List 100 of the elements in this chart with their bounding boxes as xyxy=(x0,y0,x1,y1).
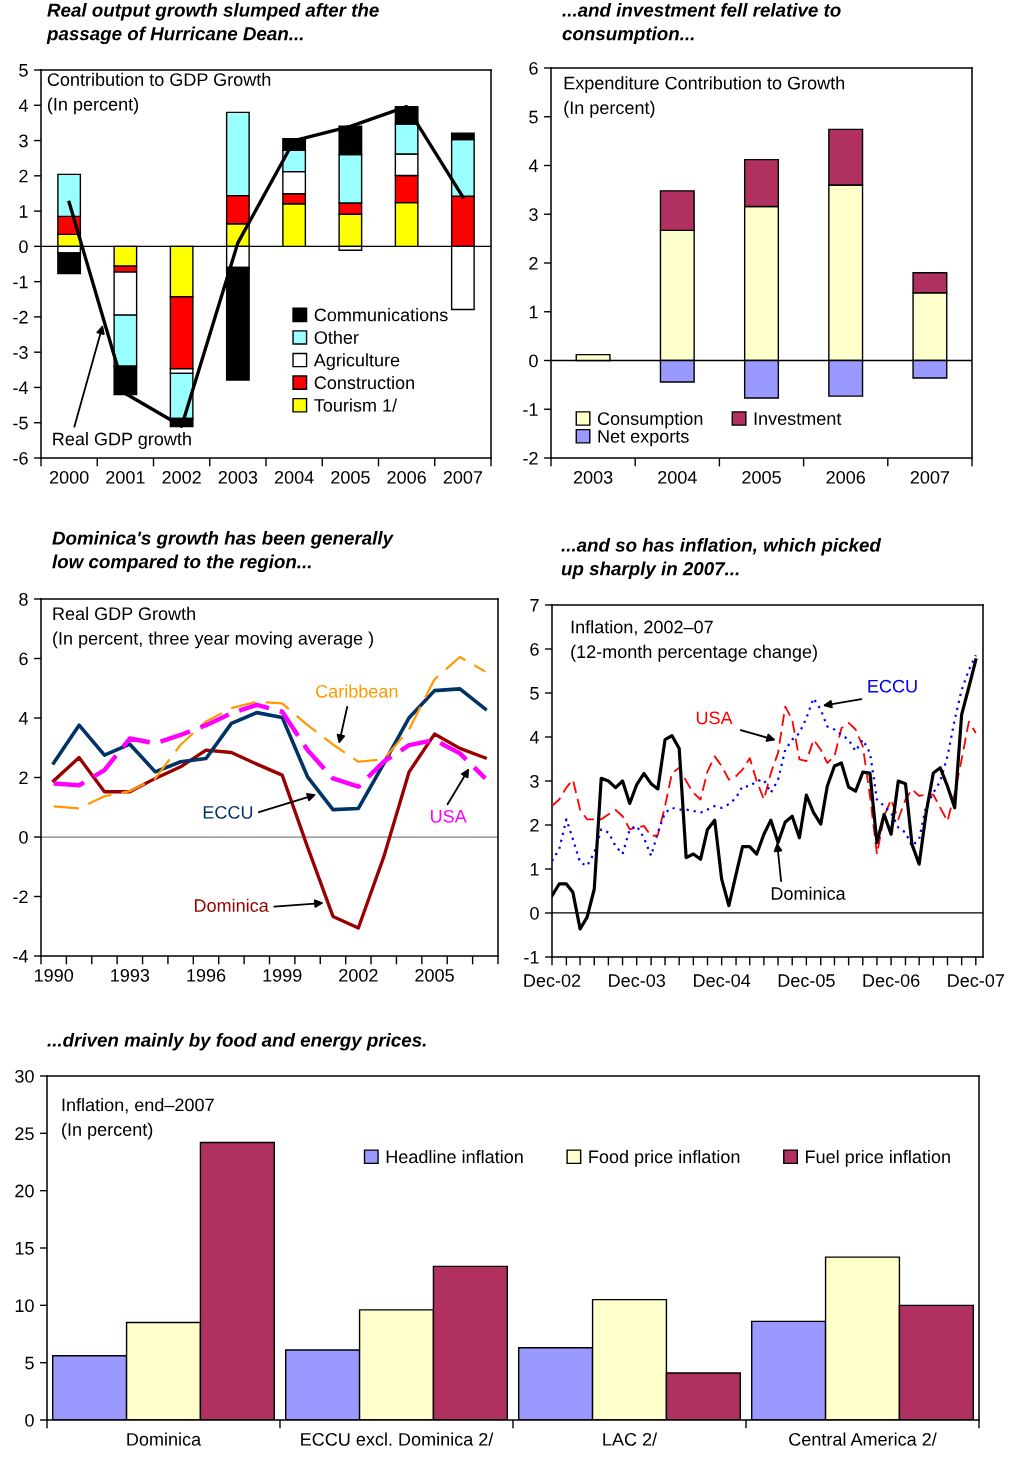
y-tick-label: -2 xyxy=(13,890,28,904)
y-tick-label: 30 xyxy=(15,1069,34,1083)
y-tick-label: 4 xyxy=(18,712,28,725)
legend-label: Net exports xyxy=(598,430,689,447)
legend-label: Tourism 1/ xyxy=(314,398,398,412)
x-tick-label: 1993 xyxy=(111,968,150,982)
y-tick-label: 7 xyxy=(530,599,539,612)
y-tick-label: -2 xyxy=(523,451,538,465)
y-tick-label: 0 xyxy=(529,354,538,368)
y-tick-label: 4 xyxy=(528,159,538,173)
x-tick-label: 2005 xyxy=(331,470,370,484)
text: ECCU xyxy=(203,805,253,819)
chart-title: Real output growth slumped after the passage of Hurricane Dean... xyxy=(46,3,379,45)
x-tick-label: 2006 xyxy=(387,470,426,484)
x-tick-label: 2004 xyxy=(274,470,314,484)
x-tick-label: 1990 xyxy=(34,968,74,982)
legend-label: Other xyxy=(314,330,359,344)
text: Inflation, end–2007 (In percent) xyxy=(62,1098,214,1140)
x-tick-label: Dec-06 xyxy=(863,974,920,987)
text: USA xyxy=(431,809,467,823)
x-tick-label: ECCU excl. Dominica 2/ xyxy=(301,1432,494,1446)
legend-label: Fuel price inflation xyxy=(806,1149,950,1167)
x-tick-label: Dec-05 xyxy=(778,974,835,987)
chart-title: ...driven mainly by food and energy prices. xyxy=(47,1033,426,1051)
y-tick-label: 5 xyxy=(25,1356,34,1370)
y-tick-label: -1 xyxy=(13,275,28,289)
y-tick-label: -4 xyxy=(13,381,28,394)
y-tick-label: 5 xyxy=(530,687,539,700)
y-tick-label: 5 xyxy=(529,110,538,124)
y-tick-label: 4 xyxy=(529,731,539,744)
chart-title: Dominica's growth has been generally low compared to the region... xyxy=(52,531,394,573)
text: ECCU xyxy=(868,679,917,693)
x-tick-label: Dec-07 xyxy=(948,974,1004,987)
x-tick-label: 2002 xyxy=(162,470,201,484)
x-tick-label: 2005 xyxy=(415,968,454,982)
y-tick-label: 3 xyxy=(529,208,538,221)
legend-label: Agriculture xyxy=(313,353,400,371)
y-tick-label: 6 xyxy=(529,61,538,75)
y-tick-label: 3 xyxy=(530,774,539,788)
y-tick-label: 2 xyxy=(529,256,538,270)
text: Expenditure Contribution to Growth (In percent) xyxy=(564,76,845,118)
y-tick-label: 0 xyxy=(19,240,28,254)
x-tick-label: 2007 xyxy=(910,470,950,484)
y-tick-label: 8 xyxy=(19,592,28,606)
line-series xyxy=(552,705,977,855)
x-tick-label: 2003 xyxy=(573,470,613,484)
series-label: Real GDP growth xyxy=(53,432,191,449)
y-tick-label: -6 xyxy=(13,451,28,465)
x-tick-label: 2007 xyxy=(443,470,483,484)
chart-title: ...and investment fell relative to consumption... xyxy=(562,3,841,45)
y-tick-label: 6 xyxy=(530,642,539,656)
line-series xyxy=(51,702,488,789)
x-tick-label: Central America 2/ xyxy=(789,1432,937,1446)
chart-title: ...and so has inflation, which picked up sharply in 2007... xyxy=(561,538,882,580)
legend-label: Communications xyxy=(314,308,448,322)
y-tick-label: 5 xyxy=(19,64,28,77)
series-label: Caribbean xyxy=(316,684,398,698)
y-tick-label: 2 xyxy=(530,818,539,832)
y-tick-label: 0 xyxy=(19,830,28,844)
x-tick-label: 2006 xyxy=(826,470,865,484)
text: Dominica xyxy=(194,898,269,912)
legend-label: Food price inflation xyxy=(589,1149,740,1167)
y-tick-label: -1 xyxy=(524,951,539,964)
legend-label: Headline inflation xyxy=(386,1149,523,1164)
x-tick-label: 2004 xyxy=(658,470,697,484)
x-tick-label: 2002 xyxy=(339,968,378,982)
text: Contribution to GDP Growth (In percent) xyxy=(47,72,271,115)
text: USA xyxy=(696,711,733,725)
y-tick-label: -1 xyxy=(523,403,538,416)
text: Real GDP Growth (In percent, three year moving average ) xyxy=(53,606,373,649)
y-tick-label: 20 xyxy=(15,1184,34,1198)
x-tick-label: 2000 xyxy=(49,470,89,484)
y-tick-label: 2 xyxy=(19,169,28,183)
y-tick-label: 6 xyxy=(19,652,28,666)
x-tick-label: 2005 xyxy=(742,470,781,484)
y-tick-label: 4 xyxy=(18,99,28,112)
x-tick-label: Dec-04 xyxy=(694,974,751,987)
y-tick-label: 0 xyxy=(25,1413,34,1427)
y-tick-label: -3 xyxy=(13,346,28,359)
y-tick-label: 10 xyxy=(15,1299,34,1313)
y-tick-label: -5 xyxy=(13,416,28,430)
x-tick-label: Dominica xyxy=(127,1432,202,1446)
line-series xyxy=(52,732,487,930)
y-tick-label: 25 xyxy=(15,1127,34,1141)
y-tick-label: 15 xyxy=(15,1242,34,1255)
y-tick-label: 2 xyxy=(19,771,28,785)
legend-label: Dominica xyxy=(771,886,846,900)
y-tick-label: -4 xyxy=(13,950,28,963)
legend-label: Consumption xyxy=(597,411,703,429)
y-tick-label: 0 xyxy=(530,906,539,920)
x-tick-label: 2003 xyxy=(218,470,258,484)
legend-label: Construction xyxy=(314,375,414,390)
x-tick-label: 2001 xyxy=(106,470,145,484)
x-tick-label: 1996 xyxy=(187,968,226,982)
x-tick-label: LAC 2/ xyxy=(603,1432,658,1446)
y-tick-label: 1 xyxy=(19,205,28,218)
x-tick-label: Dec-03 xyxy=(609,974,666,987)
y-tick-label: 1 xyxy=(529,305,538,319)
legend-label: Investment xyxy=(754,412,842,425)
y-tick-label: 1 xyxy=(530,863,539,876)
